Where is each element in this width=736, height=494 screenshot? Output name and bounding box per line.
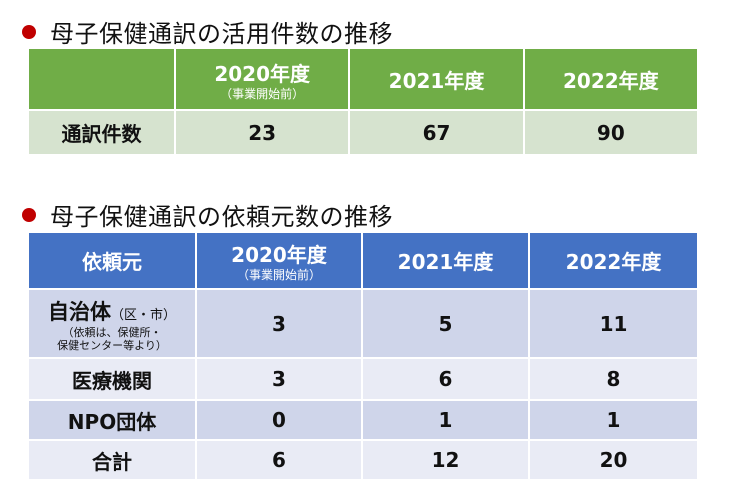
table-row: 通訳件数 23 67 90	[29, 111, 697, 154]
table-row: 自治体（区・市） （依頼は、保健所・ 保健センター等より） 3 5 11	[29, 290, 697, 357]
header-2020-label: 2020年度	[214, 61, 310, 86]
cell-2021: 5	[363, 290, 528, 357]
request-source-table: 依頼元 2020年度 （事業開始前） 2021年度 2022年度 自治体（区・市）…	[27, 231, 699, 481]
cell-2022: 8	[530, 359, 697, 399]
label-note: （依頼は、保健所・	[62, 325, 162, 339]
table-row: 合計 6 12 20	[29, 441, 697, 479]
header-2020-sub: （事業開始前）	[236, 268, 321, 282]
row-label: NPO団体	[29, 401, 195, 439]
cell-2021: 1	[363, 401, 528, 439]
table-header-row: 2020年度 （事業開始前） 2021年度 2022年度	[29, 49, 697, 109]
section1-heading: 母子保健通訳の活用件数の推移	[22, 14, 393, 49]
interpretation-count-table: 2020年度 （事業開始前） 2021年度 2022年度 通訳件数 23 67 9…	[27, 47, 699, 156]
header-2020-label: 2020年度	[231, 243, 327, 267]
cell-2020: 3	[197, 359, 361, 399]
row-label-municipality: 自治体（区・市） （依頼は、保健所・ 保健センター等より）	[29, 290, 195, 357]
cell-2021: 67	[350, 111, 523, 154]
red-bullet-icon	[22, 207, 36, 222]
header-2022: 2022年度	[530, 233, 697, 288]
cell-2022: 90	[524, 111, 697, 154]
header-empty	[29, 49, 174, 109]
row-label: 医療機関	[29, 359, 195, 399]
header-source: 依頼元	[29, 233, 195, 288]
red-bullet-icon	[22, 24, 36, 39]
label-note: 保健センター等より）	[57, 338, 167, 352]
section2-title: 母子保健通訳の依頼元数の推移	[50, 203, 393, 231]
cell-2021: 6	[363, 359, 528, 399]
header-2020: 2020年度 （事業開始前）	[176, 49, 349, 109]
cell-2022: 20	[530, 441, 697, 479]
table-header-row: 依頼元 2020年度 （事業開始前） 2021年度 2022年度	[29, 233, 697, 288]
table-row: NPO団体 0 1 1	[29, 401, 697, 439]
cell-2020: 6	[197, 441, 361, 479]
header-2020: 2020年度 （事業開始前）	[197, 233, 361, 288]
cell-2020: 23	[176, 111, 349, 154]
cell-2022: 1	[530, 401, 697, 439]
row-label: 通訳件数	[29, 111, 174, 154]
cell-2020: 0	[197, 401, 361, 439]
header-2021: 2021年度	[363, 233, 528, 288]
header-2022: 2022年度	[524, 49, 697, 109]
cell-2020: 3	[197, 290, 361, 357]
header-2020-sub: （事業開始前）	[220, 86, 305, 101]
table-row: 医療機関 3 6 8	[29, 359, 697, 399]
label-main: 自治体	[47, 299, 111, 324]
cell-2022: 11	[530, 290, 697, 357]
section1-title: 母子保健通訳の活用件数の推移	[50, 20, 393, 48]
section2-heading: 母子保健通訳の依頼元数の推移	[22, 197, 393, 232]
header-2021: 2021年度	[350, 49, 523, 109]
cell-2021: 12	[363, 441, 528, 479]
label-suffix: （区・市）	[110, 307, 176, 323]
row-label: 合計	[29, 441, 195, 479]
